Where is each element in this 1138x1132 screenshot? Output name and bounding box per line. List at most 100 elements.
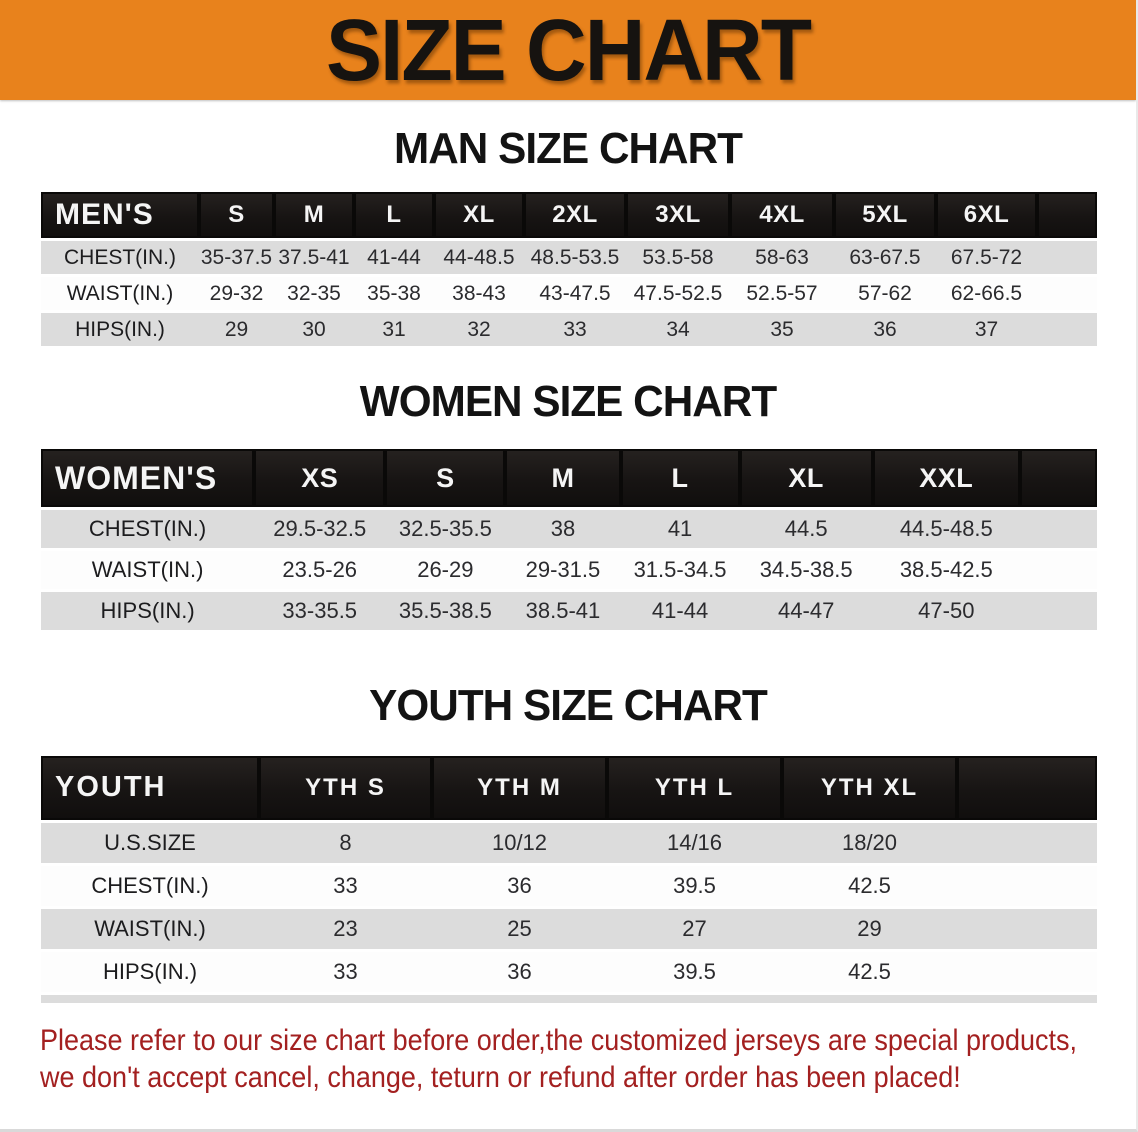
size-value-cell: 30	[274, 313, 354, 347]
size-value-cell: 41-44	[620, 592, 740, 631]
size-value-cell: 38-43	[434, 277, 524, 311]
section-heading: WOMEN SIZE CHART	[359, 377, 777, 427]
size-value-cell: 34	[626, 313, 730, 347]
size-table: WOMEN'S XS S M L XL XXL CHEST(IN.) 29.5-32.5 32.…	[41, 446, 1097, 633]
size-value-cell: 36	[432, 951, 607, 992]
header-filler-cell	[1019, 449, 1097, 508]
size-value-cell: 67.5-72	[936, 241, 1037, 275]
row-label: HIPS(IN.)	[41, 592, 255, 631]
section-heading: MAN SIZE CHART	[394, 124, 743, 173]
table-header-row: MEN'S S M L XL 2XL 3XL 4XL 5XL 6XL	[41, 192, 1097, 239]
size-value-cell: 39.5	[607, 951, 782, 992]
row-label: WAIST(IN.)	[41, 277, 199, 311]
size-value-cell: 34.5-38.5	[739, 551, 873, 590]
row-filler-cell	[1019, 510, 1097, 549]
table-header-row: YOUTH YTH S YTH M YTH L YTH XL	[41, 755, 1097, 820]
size-value-cell: 14/16	[607, 822, 782, 863]
row-label: CHEST(IN.)	[41, 241, 199, 275]
size-value-cell: 41	[620, 510, 740, 549]
size-value-cell: 38.5-41	[505, 592, 621, 631]
size-value-cell: 32	[434, 313, 524, 347]
column-header: XL	[434, 192, 524, 239]
row-filler-cell	[957, 822, 1097, 863]
header-filler-cell	[957, 755, 1097, 820]
column-header: YTH M	[432, 755, 607, 820]
size-value-cell: 44-47	[739, 592, 873, 631]
size-value-cell: 48.5-53.5	[524, 241, 626, 275]
size-value-cell: 38	[505, 510, 621, 549]
size-value-cell: 33	[524, 313, 626, 347]
size-value-cell: 25	[432, 908, 607, 949]
size-value-cell: 23	[259, 908, 432, 949]
table-row: HIPS(IN.) 29 30 31 32 33 34 35 36 37	[41, 313, 1097, 347]
row-label: U.S.SIZE	[41, 822, 259, 863]
size-value-cell: 33	[259, 865, 432, 906]
size-value-cell: 43-47.5	[524, 277, 626, 311]
table-row: HIPS(IN.) 33 36 39.5 42.5	[41, 951, 1097, 992]
size-value-cell: 38.5-42.5	[872, 551, 1020, 590]
column-header: 6XL	[936, 192, 1037, 239]
row-label: HIPS(IN.)	[41, 951, 259, 992]
size-value-cell: 27	[607, 908, 782, 949]
size-value-cell: 29	[782, 908, 957, 949]
column-header: XXL	[872, 449, 1020, 508]
size-value-cell: 36	[432, 865, 607, 906]
size-value-cell: 29-31.5	[505, 551, 621, 590]
row-label: CHEST(IN.)	[41, 510, 255, 549]
disclaimer: Please refer to our size chart before or…	[40, 1022, 1078, 1096]
size-value-cell: 10/12	[432, 822, 607, 863]
table-bottom-strip	[41, 994, 1097, 1003]
table-row: WAIST(IN.) 23.5-26 26-29 29-31.5 31.5-34.5 34…	[41, 551, 1097, 590]
table-row: U.S.SIZE 8 10/12 14/16 18/20	[41, 822, 1097, 863]
table-corner-label: MEN'S	[41, 192, 199, 239]
row-label: WAIST(IN.)	[41, 551, 255, 590]
size-value-cell: 31.5-34.5	[620, 551, 740, 590]
size-value-cell: 35-38	[354, 277, 434, 311]
size-value-cell: 44.5-48.5	[872, 510, 1020, 549]
size-value-cell: 42.5	[782, 865, 957, 906]
row-label: WAIST(IN.)	[41, 908, 259, 949]
size-value-cell: 36	[834, 313, 936, 347]
size-value-cell: 35-37.5	[199, 241, 274, 275]
size-value-cell: 23.5-26	[254, 551, 386, 590]
column-header: 5XL	[834, 192, 936, 239]
size-value-cell: 37	[936, 313, 1037, 347]
column-header: 2XL	[524, 192, 626, 239]
row-filler-cell	[957, 865, 1097, 906]
size-section: WOMEN SIZE CHART WOMEN'S XS S M L XL XXL CHEST…	[0, 377, 1136, 633]
size-value-cell: 26-29	[385, 551, 506, 590]
table-row: CHEST(IN.) 29.5-32.5 32.5-35.5 38 41 44.5 44.5…	[41, 510, 1097, 549]
size-value-cell: 32.5-35.5	[385, 510, 506, 549]
size-value-cell: 29	[199, 313, 274, 347]
size-value-cell: 57-62	[834, 277, 936, 311]
column-header: 4XL	[730, 192, 834, 239]
size-value-cell: 18/20	[782, 822, 957, 863]
size-value-cell: 63-67.5	[834, 241, 936, 275]
size-value-cell: 29.5-32.5	[254, 510, 386, 549]
column-header: YTH S	[259, 755, 432, 820]
row-filler-cell	[1037, 313, 1097, 347]
column-header: 3XL	[626, 192, 730, 239]
column-header: S	[199, 192, 274, 239]
column-header: M	[505, 449, 621, 508]
size-value-cell: 39.5	[607, 865, 782, 906]
size-value-cell: 44-48.5	[434, 241, 524, 275]
row-label: HIPS(IN.)	[41, 313, 199, 347]
size-value-cell: 62-66.5	[936, 277, 1037, 311]
size-value-cell: 42.5	[782, 951, 957, 992]
disclaimer-line-2: we don't accept cancel, change, teturn o…	[40, 1060, 961, 1094]
size-value-cell: 8	[259, 822, 432, 863]
column-header: S	[385, 449, 506, 508]
row-filler-cell	[957, 951, 1097, 992]
size-value-cell: 47.5-52.5	[626, 277, 730, 311]
disclaimer-line-1: Please refer to our size chart before or…	[40, 1023, 1078, 1057]
row-filler-cell	[1019, 592, 1097, 631]
column-header: M	[274, 192, 354, 239]
banner: SIZE CHART	[0, 0, 1136, 100]
table-row: WAIST(IN.) 29-32 32-35 35-38 38-43 43-47.5 47.…	[41, 277, 1097, 311]
size-value-cell: 37.5-41	[274, 241, 354, 275]
size-section: MAN SIZE CHART MEN'S S M L XL 2XL 3XL 4XL 5XL 6XL…	[0, 124, 1136, 349]
size-value-cell: 35.5-38.5	[385, 592, 506, 631]
table-corner-label: WOMEN'S	[41, 449, 255, 508]
